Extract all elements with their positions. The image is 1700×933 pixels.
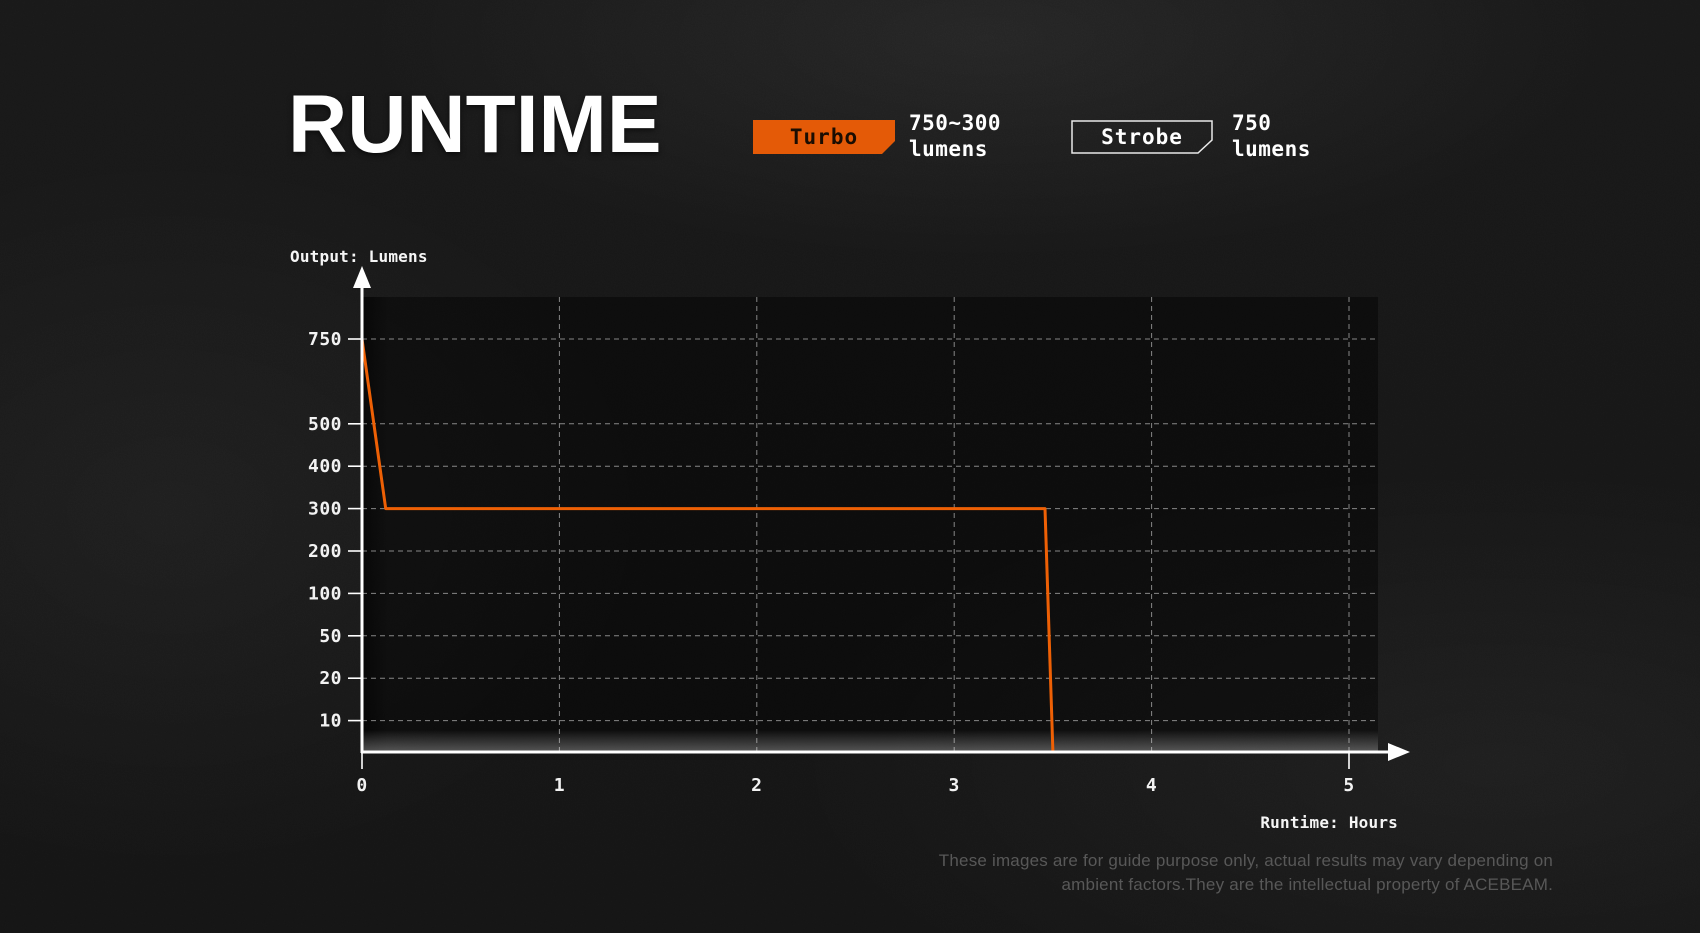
panel-bottom-glow [362, 730, 1378, 752]
page-title: RUNTIME [288, 79, 662, 170]
svg-text:500: 500 [308, 414, 342, 435]
svg-text:20: 20 [319, 668, 342, 689]
x-tick-labels: 0 1 2 3 4 5 [356, 775, 1354, 796]
svg-text:4: 4 [1146, 775, 1157, 796]
disclaimer: These images are for guide purpose only,… [939, 849, 1553, 897]
svg-text:1: 1 [554, 775, 565, 796]
mode-strobe-lumens-unit: lumens [1232, 137, 1311, 161]
mode-turbo-lumens-value: 750~300 [909, 111, 1002, 135]
svg-text:5: 5 [1343, 775, 1354, 796]
mode-badge-turbo-label: Turbo [789, 125, 859, 149]
svg-text:750: 750 [308, 329, 342, 350]
mode-badge-strobe: Strobe [1071, 120, 1213, 154]
x-axis-title: Runtime: Hours [1260, 813, 1398, 832]
svg-text:400: 400 [308, 456, 342, 477]
mode-strobe-lumens: 750 lumens [1232, 110, 1311, 162]
mode-turbo-lumens-unit: lumens [909, 137, 988, 161]
y-axis-arrow-icon [353, 266, 371, 288]
svg-text:300: 300 [308, 499, 342, 520]
svg-text:100: 100 [308, 583, 342, 604]
mode-badge-turbo: Turbo [753, 120, 895, 154]
y-axis-title: Output: Lumens [290, 247, 428, 266]
plot-panel [362, 297, 1378, 752]
svg-text:50: 50 [319, 626, 342, 647]
mode-badge-strobe-label: Strobe [1101, 125, 1183, 149]
svg-text:3: 3 [949, 775, 960, 796]
mode-strobe-lumens-value: 750 [1232, 111, 1272, 135]
svg-text:2: 2 [751, 775, 762, 796]
disclaimer-line2: ambient factors.They are the intellectua… [1061, 875, 1553, 894]
svg-text:0: 0 [356, 775, 367, 796]
strobe-badge-outline [1071, 120, 1213, 154]
x-axis-arrow-icon [1388, 743, 1410, 761]
mode-turbo-lumens: 750~300 lumens [909, 110, 1001, 162]
svg-text:10: 10 [319, 711, 342, 732]
runtime-curve-turbo [360, 337, 1055, 754]
y-tick-labels: 750 500 400 300 200 100 50 20 10 [308, 329, 342, 732]
svg-text:200: 200 [308, 541, 342, 562]
tick-marks [348, 338, 1350, 769]
disclaimer-line1: These images are for guide purpose only,… [938, 851, 1553, 870]
runtime-chart: 750 500 400 300 200 100 50 20 10 0 1 2 3 4 5 [280, 240, 1420, 840]
